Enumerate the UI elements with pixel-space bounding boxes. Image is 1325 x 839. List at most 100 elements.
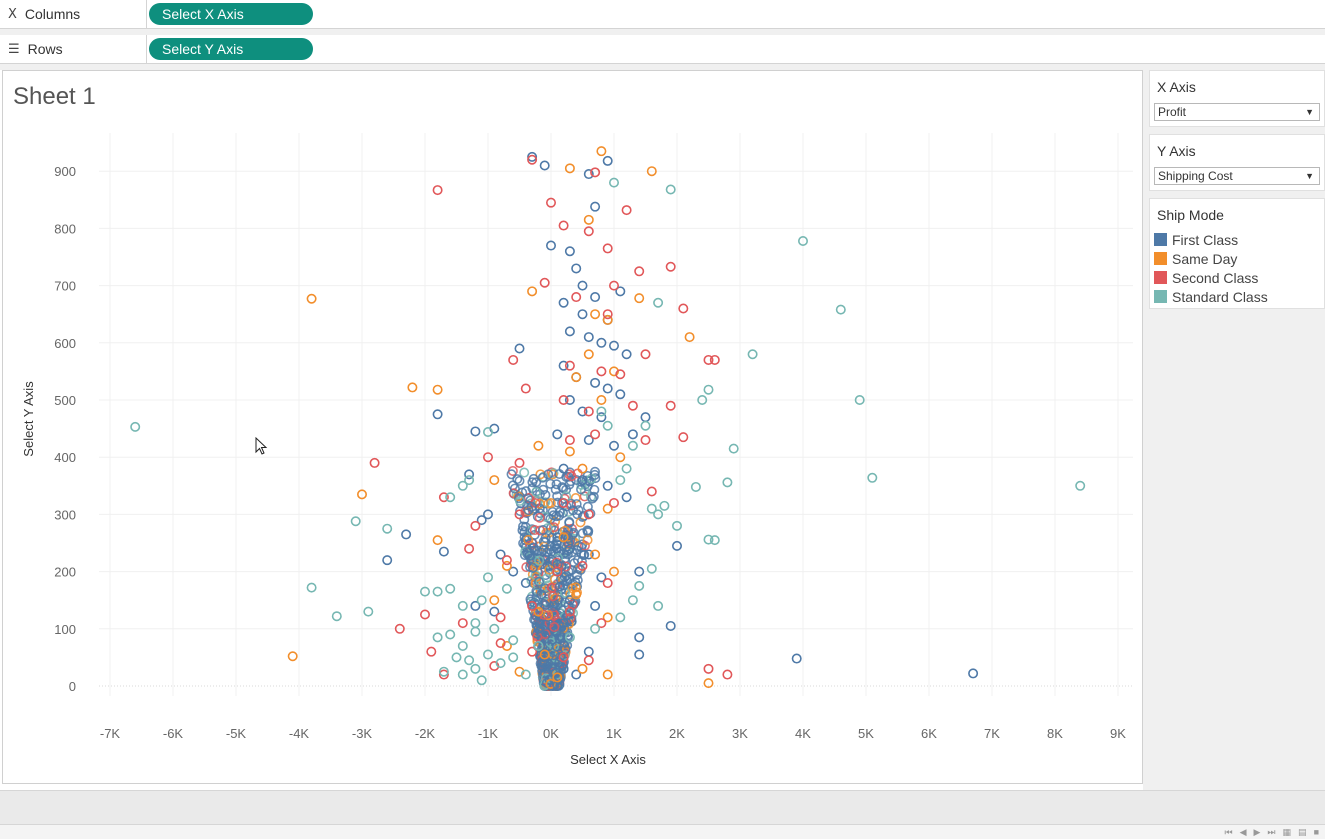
data-point [419,586,430,597]
data-point [457,480,468,491]
data-point [506,469,517,480]
data-point [583,646,594,657]
data-point [583,406,594,417]
data-point [665,620,676,631]
data-point [563,600,574,611]
data-point [596,394,607,405]
legend-item-standard-class[interactable]: Standard Class [1150,287,1324,306]
data-point [495,638,506,649]
data-point [432,535,443,546]
chevron-down-icon[interactable]: ▼ [1305,107,1314,117]
data-point [533,440,544,451]
data-point [501,555,512,566]
data-point [489,595,500,606]
data-point [709,535,720,546]
data-point [306,293,317,304]
data-point [540,489,551,500]
data-point [627,440,638,451]
data-point [590,201,601,212]
y-axis-pill[interactable]: Select Y Axis [149,38,313,60]
columns-label-text: Columns [24,6,81,22]
y-tick-label: 500 [54,393,76,408]
data-point [968,668,979,679]
rows-label-text: Rows [27,41,63,57]
data-point [514,495,525,506]
data-point [615,452,626,463]
x-axis-pill[interactable]: Select X Axis [149,3,313,25]
y-tick-label: 300 [54,507,76,522]
rows-icon: ☰ [8,41,20,56]
data-point [590,623,601,634]
data-point [438,546,449,557]
first-page-icon[interactable]: ⏮ [1224,826,1233,837]
data-point [602,612,613,623]
data-point [553,547,564,558]
data-point [640,435,651,446]
data-point [482,572,493,583]
data-point [703,678,714,689]
scatter-plot[interactable]: -7K -6K -5K -4K -3K -2K -1K 0K 1K 2K 3K 4K 5K 6K 7K 8K 9… [3,71,1144,785]
y-tick-label: 600 [54,336,76,351]
data-point [527,646,538,657]
data-point [540,497,551,508]
data-point [602,309,613,320]
data-point [564,543,575,554]
data-point [451,652,462,663]
rows-shelf-label: ☰ Rows [0,35,147,63]
data-point [501,560,512,571]
data-point [545,240,556,251]
grid-view-icon[interactable]: ▦ [1282,826,1292,837]
list-view-icon[interactable]: ▤ [1298,826,1307,837]
data-point [548,522,559,533]
data-point [615,369,626,380]
shelf-divider [0,29,1325,35]
data-point [703,534,714,545]
next-page-icon[interactable]: ▶ [1253,826,1261,837]
data-point [722,477,733,488]
data-point [432,185,443,196]
data-point [369,457,380,468]
data-point [550,484,561,495]
data-point [552,672,563,683]
data-point [547,634,558,645]
y-tick-label: 400 [54,450,76,465]
filmstrip-view-icon[interactable]: ■ [1313,827,1319,837]
x-tick-label: -3K [352,726,373,741]
x-axis-dropdown[interactable]: Profit ▼ [1154,103,1320,121]
legend-item-second-class[interactable]: Second Class [1150,268,1324,287]
data-point [577,663,588,674]
data-point [470,618,481,629]
data-point [532,628,543,639]
data-point [564,606,575,617]
data-point [432,632,443,643]
data-point [728,443,739,454]
data-point [287,651,298,662]
data-point [535,650,546,661]
data-point [407,382,418,393]
data-point [583,349,594,360]
data-point [608,177,619,188]
x-tick-label: 6K [921,726,937,741]
last-page-icon[interactable]: ⏭ [1267,826,1276,837]
legend-item-same-day[interactable]: Same Day [1150,249,1324,268]
y-axis-dropdown[interactable]: Shipping Cost ▼ [1154,167,1320,185]
data-point [432,384,443,395]
legend-item-first-class[interactable]: First Class [1150,230,1324,249]
data-point [445,492,456,503]
data-point [564,446,575,457]
chevron-down-icon[interactable]: ▼ [1305,171,1314,181]
x-tick-label: 9K [1110,726,1126,741]
data-point [665,261,676,272]
data-point [394,623,405,634]
data-point [576,484,587,495]
data-point [527,562,538,573]
data-point [536,589,547,600]
data-point [627,400,638,411]
prev-page-icon[interactable]: ◀ [1239,826,1247,837]
data-point [547,469,558,480]
data-point [634,649,645,660]
worksheet: Sheet 1 -7K -6K -5K -4K -3K -2K -1K 0K 1K 2K 3K 4K 5… [2,70,1143,784]
data-point [589,469,600,480]
data-point [634,580,645,591]
data-point [438,666,449,677]
